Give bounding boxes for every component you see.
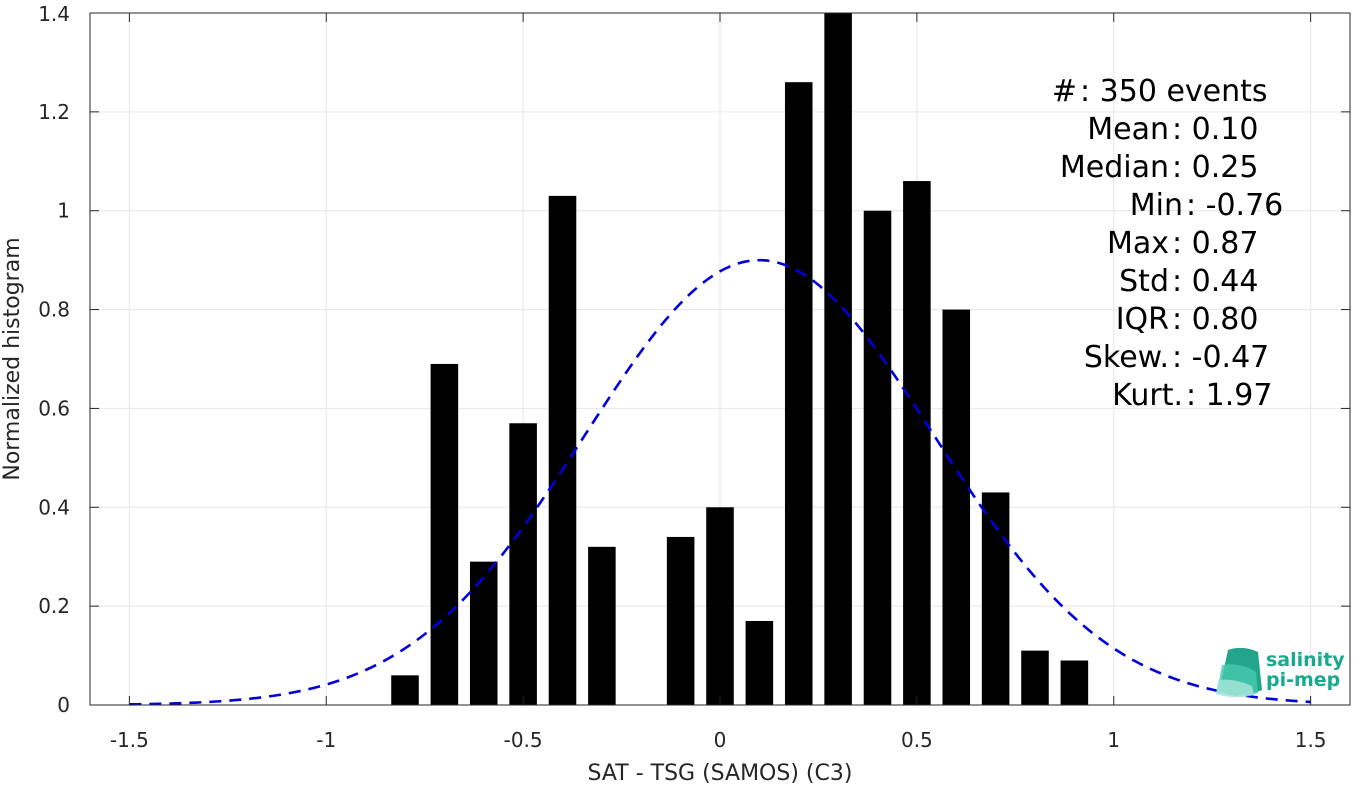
stat-label: Max <box>1107 226 1169 261</box>
x-tick-labels: -1.5 -1 -0.5 0 0.5 1 1.5 <box>110 728 1327 752</box>
y-tick-label: 0.6 <box>38 396 70 420</box>
bars <box>391 13 1089 706</box>
histogram-bar <box>745 620 774 705</box>
stat-value: : 1.97 <box>1186 378 1272 413</box>
histogram-bar <box>666 536 695 705</box>
gaussian-fit-curve <box>129 258 1311 706</box>
histogram-bar <box>981 492 1010 705</box>
histogram-bar <box>509 423 537 705</box>
axis-ticks <box>90 12 1350 706</box>
y-tick-labels: 0 0.2 0.4 0.6 0.8 1 1.2 1.4 <box>38 2 70 717</box>
logo-line2: pi-mep <box>1266 669 1340 691</box>
x-tick-label: -0.5 <box>504 728 543 752</box>
histogram-bar <box>706 507 734 705</box>
histogram-bar <box>903 181 931 706</box>
histogram-bar <box>469 561 498 705</box>
stat-label: IQR <box>1116 302 1169 337</box>
stat-value: : -0.76 <box>1186 188 1283 223</box>
stat-value: : 0.10 <box>1172 112 1258 147</box>
histogram-bar <box>824 13 852 705</box>
stat-value: : 0.25 <box>1172 150 1258 185</box>
histogram-bar <box>942 309 971 705</box>
x-tick-label: -1.5 <box>110 728 149 752</box>
y-axis-label: Normalized histogram <box>0 237 25 480</box>
x-tick-label: 0.5 <box>901 728 933 752</box>
stat-label: Std <box>1119 264 1169 299</box>
x-tick-label: 1 <box>1107 728 1120 752</box>
y-tick-label: 0 <box>57 693 70 717</box>
stat-label: # <box>1052 74 1077 109</box>
stat-value: : 0.87 <box>1172 226 1258 261</box>
x-tick-label: 1.5 <box>1295 728 1327 752</box>
histogram-bar <box>430 363 459 705</box>
y-tick-label: 0.2 <box>38 594 70 618</box>
wave-icon <box>1216 647 1262 698</box>
y-tick-label: 0.8 <box>38 298 70 322</box>
histogram-bar <box>863 210 892 705</box>
salinity-pi-mep-logo: salinity pi-mep <box>1216 647 1345 698</box>
x-tick-label: 0 <box>714 728 727 752</box>
x-tick-label: -1 <box>316 728 336 752</box>
histogram-bar <box>548 195 577 705</box>
y-tick-label: 1.4 <box>38 2 70 26</box>
histogram-bar <box>1021 650 1049 705</box>
y-tick-label: 1 <box>57 199 70 223</box>
x-axis-label: SAT - TSG (SAMOS) (C3) <box>588 761 853 785</box>
stat-label: Min <box>1130 188 1183 223</box>
y-tick-label: 0.4 <box>38 495 70 519</box>
histogram-bar <box>391 675 419 705</box>
stat-value: : 0.80 <box>1172 302 1258 337</box>
histogram-bar <box>784 82 813 705</box>
stat-label: Skew. <box>1084 340 1169 375</box>
logo-line1: salinity <box>1266 649 1345 671</box>
stat-label: Median <box>1060 150 1169 185</box>
stat-value: : -0.47 <box>1172 340 1269 375</box>
stat-value: : 0.44 <box>1172 264 1258 299</box>
stat-label: Mean <box>1087 112 1169 147</box>
histogram-bar <box>1060 660 1089 705</box>
y-tick-label: 1.2 <box>38 100 70 124</box>
histogram-bar <box>588 546 616 705</box>
stat-label: Kurt. <box>1112 378 1183 413</box>
stat-value: : 350 events <box>1080 74 1268 109</box>
